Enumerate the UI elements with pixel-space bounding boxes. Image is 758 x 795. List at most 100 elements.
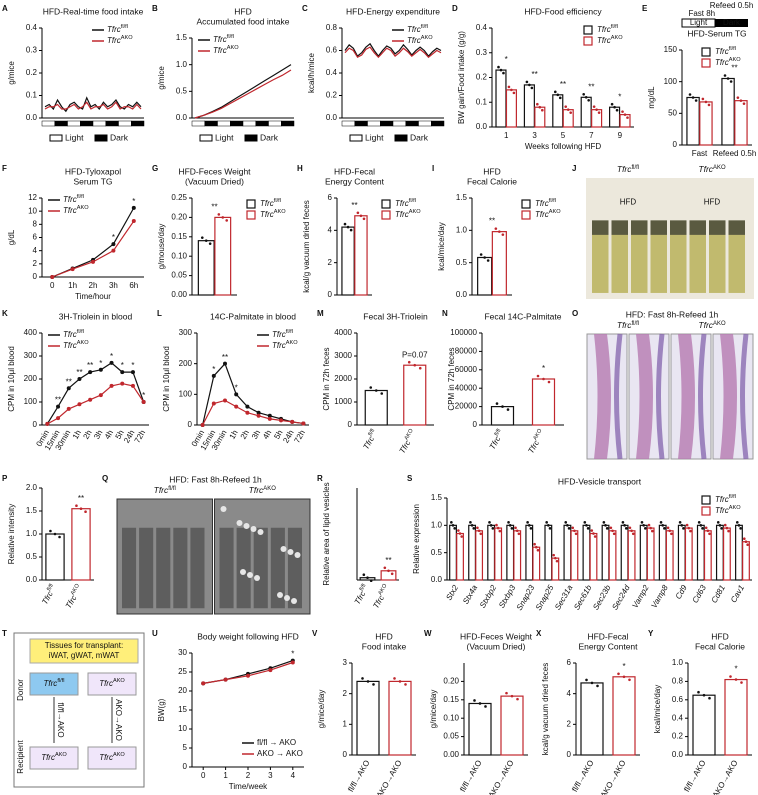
dot	[225, 219, 229, 222]
em-cell	[287, 527, 302, 609]
significance: *	[235, 383, 238, 392]
y-tick-label: 0.0	[476, 122, 488, 131]
panel-letter: W	[424, 629, 432, 638]
cycle-bar	[230, 120, 244, 127]
series-line	[202, 362, 304, 426]
x-tick-label: Refeed 0.5h	[713, 149, 757, 158]
dot	[510, 88, 513, 92]
chart-subtitle: (Vacuum Dried)	[467, 641, 526, 651]
tube	[728, 232, 745, 293]
point	[223, 677, 228, 682]
dot	[566, 524, 569, 527]
bar	[665, 530, 674, 581]
point	[290, 419, 295, 424]
point	[211, 401, 216, 406]
dot	[729, 675, 732, 678]
y-tick-label: 1.5	[176, 33, 188, 42]
x-tick-label-base: Tfrc	[488, 435, 503, 451]
point	[120, 381, 125, 386]
x-tick-label: TfrcAKO	[397, 428, 418, 456]
legend-label: TfrcAKO	[260, 209, 286, 219]
dot	[573, 529, 576, 533]
y-tick-label: 6	[33, 233, 38, 242]
dot	[553, 90, 557, 94]
x-tick-label: AKO→AKO	[487, 759, 516, 795]
y-tick-label: 6	[328, 193, 333, 202]
legend-label-base: Tfrc	[107, 25, 121, 34]
dot	[680, 524, 684, 527]
image-label: TfrcAKO	[249, 485, 277, 495]
dot	[590, 529, 594, 532]
cycle-bar	[67, 120, 81, 127]
dot	[617, 672, 620, 676]
dot	[701, 527, 704, 530]
dot	[609, 526, 613, 530]
y-tick-label: 200	[24, 374, 38, 383]
recipient-label: TfrcAKO	[41, 752, 67, 762]
point	[290, 660, 295, 665]
legend-label-sup: AKO	[729, 505, 741, 511]
dot	[450, 521, 453, 524]
cycle-bar	[105, 120, 119, 127]
x-tick-label: Tfrcfl/fl	[352, 583, 371, 606]
dot	[716, 521, 720, 524]
chart-subtitle: (Vacuum Dried)	[185, 176, 244, 186]
x-tick-label: 5	[561, 131, 566, 140]
x-tick-label: Stx2	[444, 583, 460, 602]
tube-cap	[650, 220, 667, 235]
dot	[366, 576, 369, 579]
y-tick-label: 0.25	[171, 193, 187, 202]
dot	[398, 680, 402, 683]
y-tick-label: 0.0	[456, 290, 468, 299]
dot	[53, 532, 57, 536]
x-tick-label: 3h	[250, 429, 262, 441]
dot	[640, 521, 644, 524]
dot	[729, 80, 733, 83]
chart-title: HFD-Fecal	[587, 631, 628, 641]
cycle-bar	[80, 120, 94, 127]
dot	[530, 86, 534, 90]
legend-label-base: Tfrc	[63, 341, 77, 350]
legend-label-sup: AKO	[549, 209, 561, 215]
dot	[611, 529, 614, 533]
bar	[214, 216, 232, 296]
dot	[491, 527, 495, 530]
dot	[501, 233, 505, 236]
x-tick-label: 2	[246, 771, 251, 780]
y-tick-label: 12	[28, 193, 37, 202]
dot	[497, 65, 500, 69]
bar	[468, 702, 492, 756]
em-vesicle	[250, 526, 257, 532]
tube-cap	[631, 220, 648, 235]
panel-letter: C	[302, 4, 308, 13]
dot	[689, 529, 692, 533]
y-axis-label: CPM in 10μl blood	[7, 346, 16, 412]
chart-title: HFD-Food efficiency	[524, 6, 602, 16]
dot	[502, 71, 505, 75]
x-axis-label: Weeks following HFD	[525, 142, 602, 151]
y-tick-label: 0	[673, 140, 678, 149]
x-tick-label: Cd81	[710, 584, 727, 605]
significance: *	[291, 650, 294, 659]
bar	[552, 94, 564, 128]
bar	[703, 530, 712, 581]
image-tag: HFD	[704, 197, 721, 206]
bar	[523, 84, 535, 128]
dot	[605, 527, 609, 530]
cycle-bar	[367, 120, 381, 127]
legend-label: Tfrcfl/fl	[63, 194, 84, 204]
x-tick-label: 0	[201, 771, 206, 780]
recipient-label-base: Tfrc	[41, 753, 55, 762]
point	[245, 410, 250, 415]
dot	[217, 213, 221, 216]
recipient-label: TfrcAKO	[99, 752, 125, 762]
legend-label: TfrcAKO	[407, 35, 433, 45]
dot	[743, 537, 746, 541]
tube	[650, 232, 667, 293]
chart-title: HFD-Fecal	[334, 166, 375, 176]
y-tick-label: 0.0	[26, 113, 38, 122]
bar	[364, 389, 388, 426]
y-axis-label: g/mice	[7, 61, 16, 85]
x-tick-label-sup: AKO	[378, 583, 389, 597]
